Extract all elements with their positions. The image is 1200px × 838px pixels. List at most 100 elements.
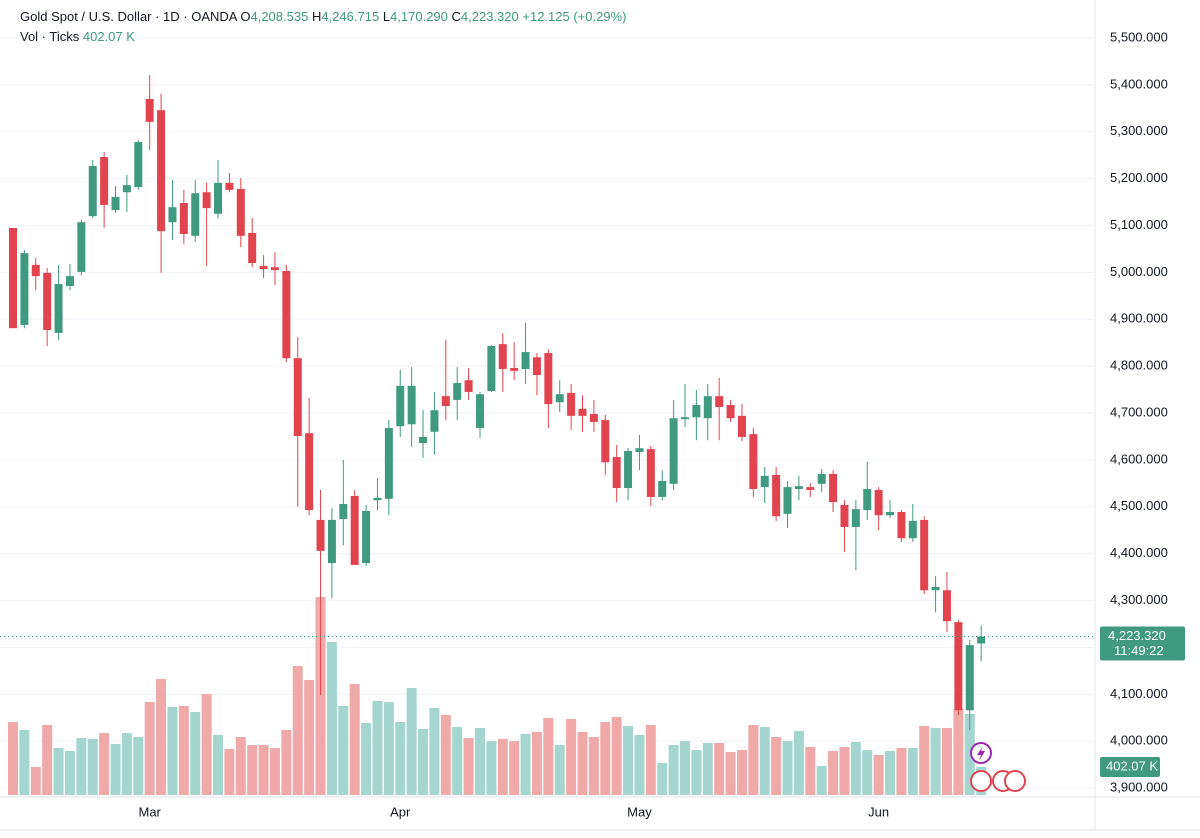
volume-bar xyxy=(623,725,634,795)
volume-bar xyxy=(748,725,759,795)
y-tick-label: 4,900.000 xyxy=(1110,311,1168,326)
candles xyxy=(0,75,1095,730)
candle-body xyxy=(669,418,678,484)
volume-bar xyxy=(258,744,269,795)
x-tick-label: Mar xyxy=(138,804,161,819)
candle-body xyxy=(851,509,860,527)
candle-body xyxy=(897,511,906,539)
symbol[interactable]: Gold Spot / U.S. Dollar · 1D · OANDA xyxy=(20,9,237,24)
volume-bar xyxy=(201,694,212,795)
volume-pane xyxy=(8,597,987,795)
volume-bar xyxy=(213,734,224,795)
axis: 3,900.0004,000.0004,100.0004,200.0004,30… xyxy=(138,29,1185,819)
candle-body xyxy=(601,420,610,463)
volume-bar xyxy=(156,678,167,795)
candle-body xyxy=(111,196,120,211)
volume-bar xyxy=(759,727,770,795)
candle-body xyxy=(829,473,838,503)
countdown: 11:49:22 xyxy=(1114,643,1164,658)
volume-bar xyxy=(793,730,804,795)
volume-label[interactable]: Vol · Ticks xyxy=(20,29,80,44)
volume-bar xyxy=(941,728,952,795)
candle-body xyxy=(464,380,473,392)
candle-body xyxy=(316,519,325,551)
label: H xyxy=(311,9,322,24)
volume-bar xyxy=(850,742,861,795)
candle-body xyxy=(202,192,211,209)
label: O xyxy=(240,9,251,24)
volume-bar xyxy=(395,722,406,795)
volume-bar xyxy=(87,739,98,795)
x-tick-label: May xyxy=(627,804,652,819)
volume-bar xyxy=(8,722,18,795)
volume-label: 402.07 K xyxy=(1106,758,1158,773)
candle-body xyxy=(715,396,724,407)
volume-bar xyxy=(896,747,907,795)
candle-body xyxy=(31,264,40,277)
volume-bar xyxy=(440,714,451,795)
candle-body xyxy=(248,233,257,264)
candle-body xyxy=(737,415,746,437)
candle-body xyxy=(225,182,234,190)
candle-body xyxy=(487,345,496,391)
candle-body xyxy=(430,410,439,432)
volume-bar xyxy=(121,733,132,795)
y-tick-label: 5,500.000 xyxy=(1110,29,1168,44)
candle-body xyxy=(453,383,462,400)
volume-bar xyxy=(839,747,850,795)
volume-bar xyxy=(349,683,360,795)
volume-bar xyxy=(771,736,782,795)
candle-body xyxy=(555,394,564,403)
value: 4,208.535 xyxy=(250,9,309,24)
candle-body xyxy=(532,357,541,376)
value: 4,246.715 xyxy=(321,9,380,24)
candle-body xyxy=(441,396,450,407)
candle-body xyxy=(920,519,929,591)
volume-bar xyxy=(281,730,292,795)
price-label-box xyxy=(1100,626,1185,661)
candle-body xyxy=(749,434,758,489)
volume-bar xyxy=(64,750,75,795)
candle-body xyxy=(396,385,405,427)
candle-body xyxy=(157,110,166,232)
label: C xyxy=(451,9,461,24)
candle-body xyxy=(373,497,382,501)
candle-body xyxy=(635,448,644,452)
volume-bar xyxy=(680,741,691,795)
volume-bar xyxy=(657,762,668,795)
volume-bar xyxy=(418,728,429,795)
volume-bar xyxy=(269,747,280,795)
change: +12.125 (+0.29%) xyxy=(522,9,627,24)
candle-body xyxy=(703,396,712,419)
candle-body xyxy=(954,622,963,711)
candle-body xyxy=(624,451,633,489)
volume-bar xyxy=(372,700,383,795)
volume-bar xyxy=(885,750,896,795)
volume-bar xyxy=(634,734,645,795)
flag-icon[interactable] xyxy=(1004,770,1026,792)
candle-body xyxy=(772,474,781,517)
volume-bar xyxy=(167,706,178,795)
volume-bar xyxy=(235,736,246,795)
candle-body xyxy=(134,142,143,188)
flag-icon[interactable] xyxy=(970,770,992,792)
volume-bar xyxy=(782,741,793,795)
volume-bar xyxy=(509,741,520,795)
legend: Gold Spot / U.S. Dollar · 1D · OANDA O4,… xyxy=(20,7,626,47)
volume-bar xyxy=(292,666,303,795)
candle-body xyxy=(840,504,849,527)
candle-body xyxy=(100,157,109,205)
candle-body xyxy=(977,636,986,644)
volume-bar xyxy=(463,737,474,795)
candle-body xyxy=(521,352,530,369)
candle-body xyxy=(942,590,951,622)
volume-bar xyxy=(144,702,155,795)
candle-body xyxy=(794,486,803,489)
volume-bar xyxy=(178,705,189,795)
volume-bar xyxy=(133,736,144,795)
candle-body xyxy=(567,392,576,416)
candle-body xyxy=(384,428,393,499)
legend-row: Gold Spot / U.S. Dollar · 1D · OANDA O4,… xyxy=(20,7,626,27)
volume-bar xyxy=(600,722,611,795)
